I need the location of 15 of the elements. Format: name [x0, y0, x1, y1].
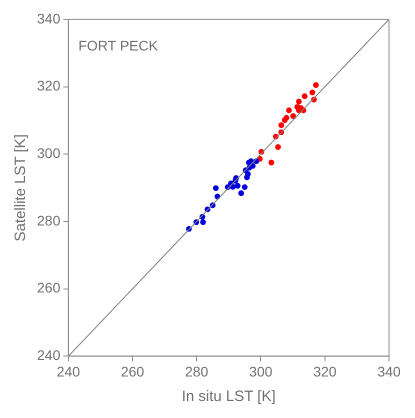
x-tick-label: 300 — [249, 363, 273, 380]
x-axis-title: In situ LST [K] — [182, 388, 276, 406]
x-tick-label: 320 — [313, 363, 337, 380]
y-tick-label: 260 — [37, 280, 61, 296]
x-tick-label: 240 — [56, 363, 80, 380]
x-tick-label: 280 — [184, 363, 209, 380]
y-tick-label: 320 — [37, 78, 61, 94]
y-tick-label: 340 — [37, 10, 61, 26]
y-tick-label: 300 — [37, 144, 61, 161]
y-tick-label: 280 — [37, 212, 61, 228]
x-tick-label: 260 — [120, 363, 144, 380]
x-tick-label: 340 — [377, 363, 401, 380]
y-tick-label: 240 — [37, 347, 61, 364]
annotation: FORT PECK — [78, 37, 159, 54]
y-axis-title: Satellite LST [K] — [12, 134, 30, 242]
